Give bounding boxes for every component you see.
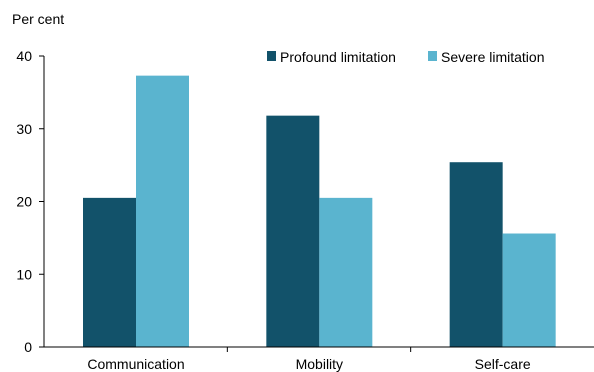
axes: [43, 56, 594, 348]
bar-self-care-severe: [502, 233, 556, 347]
legend-swatch: [428, 51, 437, 61]
y-tick-label: 0: [24, 339, 32, 355]
y-axis-ticks: 0 10 20 30 40: [16, 48, 44, 355]
y-axis-label: Per cent: [12, 11, 64, 27]
x-tick-label: Self-care: [475, 356, 531, 372]
x-tick-label: Communication: [87, 356, 184, 372]
legend-label: Profound limitation: [280, 49, 396, 65]
bars: [83, 75, 556, 347]
legend-label: Severe limitation: [441, 49, 545, 65]
legend: Profound limitation Severe limitation: [267, 49, 545, 65]
bar-communication-profound: [83, 197, 136, 347]
bar-mobility-severe: [319, 197, 373, 347]
x-axis-ticks: Communication Mobility Self-care: [87, 347, 531, 372]
bar-mobility-profound: [266, 115, 320, 347]
x-tick-label: Mobility: [296, 356, 343, 372]
bar-communication-severe: [136, 75, 189, 347]
bar-self-care-profound: [449, 162, 503, 347]
y-tick-label: 30: [16, 121, 32, 137]
legend-swatch: [267, 51, 276, 61]
y-tick-label: 40: [16, 48, 32, 64]
y-tick-label: 20: [16, 194, 32, 210]
y-tick-label: 10: [16, 266, 32, 282]
